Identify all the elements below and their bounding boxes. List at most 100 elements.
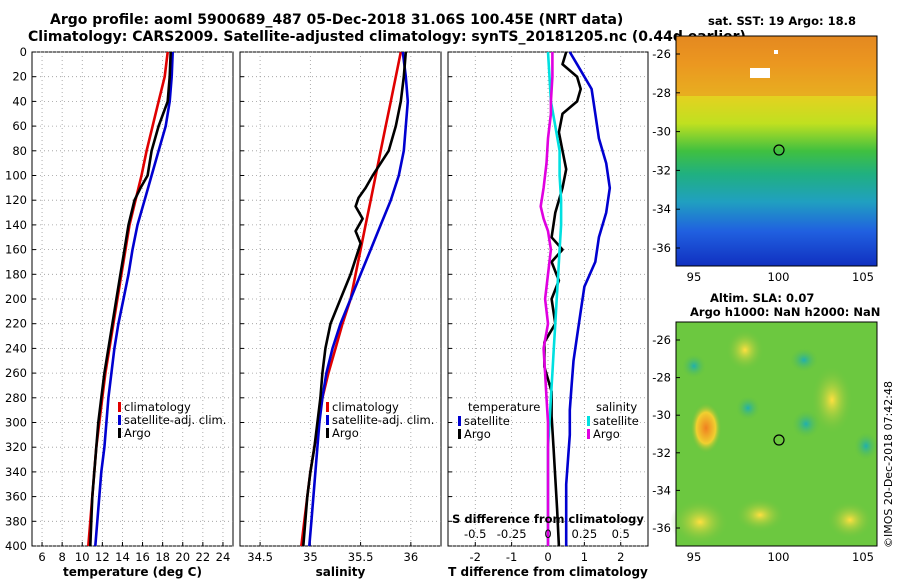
legend-swatch <box>458 416 461 426</box>
legend-entry: satellite-adj. clim. <box>124 413 226 427</box>
sla-blob <box>670 498 730 546</box>
y-tick-label: 400 <box>5 539 27 553</box>
y-tick-label: 20 <box>12 70 27 84</box>
legend-entry: satellite <box>593 414 639 428</box>
legend-title: temperature <box>468 400 540 414</box>
series-line-satellite-adj-clim- <box>308 51 410 547</box>
legend-entry: Argo <box>464 427 491 441</box>
x-tick-label: 2 <box>617 550 624 564</box>
map-y-tick-label: -30 <box>652 125 671 139</box>
map-x-tick-label: 105 <box>852 550 874 564</box>
x-tick-label: 35.5 <box>348 550 374 564</box>
y-tick-label: 240 <box>5 341 27 355</box>
x-axis-label: temperature (deg C) <box>63 565 202 579</box>
x-tick-label: 35 <box>303 550 318 564</box>
x-tick-label: 24 <box>216 550 231 564</box>
map-x-tick-label: 105 <box>852 270 874 284</box>
x-tick-label: 20 <box>175 550 190 564</box>
sla-map-subtitle: Argo h1000: NaN h2000: NaN <box>690 305 881 319</box>
y-tick-label: 120 <box>5 193 27 207</box>
map-y-tick-label: -26 <box>652 47 671 61</box>
series-line-salinity-argo <box>539 52 554 546</box>
temperature-panel: 6 8 10 12 14 16 18 20 22 240204060801001201401601… <box>5 45 234 579</box>
x-tick-label: -2 <box>470 550 481 564</box>
legend-entry: climatology <box>332 400 399 414</box>
legend-title: salinity <box>596 400 637 414</box>
legend-entry: Argo <box>593 427 620 441</box>
y-tick-label: 340 <box>5 465 27 479</box>
series-line-argo <box>89 51 172 547</box>
sla-map: 95 100 105 -26 -28 -30 -32 -34 -36 <box>652 321 878 564</box>
sla-blob <box>736 396 760 420</box>
x-tick-label: 12 <box>95 550 110 564</box>
legend-swatch <box>118 415 121 425</box>
series-line-satellite-adj-clim- <box>94 51 174 547</box>
x-tick-label: 34.5 <box>247 550 273 564</box>
map-y-tick-label: -26 <box>652 333 671 347</box>
legend-swatch <box>118 402 121 412</box>
y-tick-label: 200 <box>5 292 27 306</box>
x-tick-label: 8 <box>58 550 65 564</box>
legend-entry: Argo <box>332 426 359 440</box>
series-line-temperature-satellite <box>564 51 612 546</box>
climatology-title: Climatology: CARS2009. Satellite-adjuste… <box>28 29 746 45</box>
x2-axis-label: S difference from climatology <box>452 512 644 526</box>
sla-blob <box>790 348 818 372</box>
legend-entry: satellite-adj. clim. <box>332 413 434 427</box>
map-y-tick-label: -32 <box>652 163 671 177</box>
y-tick-label: 140 <box>5 218 27 232</box>
x-tick-label: 18 <box>155 550 170 564</box>
legend-swatch <box>587 429 590 439</box>
map-y-tick-label: -30 <box>652 408 671 422</box>
x2-tick-label: 0.5 <box>612 527 630 541</box>
x2-tick-label: 0 <box>544 527 551 541</box>
y-tick-label: 280 <box>5 391 27 405</box>
sst-map: 95 100 105 -26 -28 -30 -32 -34 -36 <box>652 35 878 284</box>
sst-cloud-gap <box>750 68 770 78</box>
series-line-temperature-argo <box>543 51 583 547</box>
x-tick-label: -1 <box>506 550 517 564</box>
y-tick-label: 300 <box>5 416 27 430</box>
sla-blob <box>734 497 786 533</box>
y-tick-label: 180 <box>5 267 27 281</box>
legend-swatch <box>326 428 329 438</box>
profile-title: Argo profile: aoml 5900689_487 05-Dec-20… <box>50 12 624 28</box>
sst-cloud-gap-small <box>774 50 778 54</box>
x-axis-label: salinity <box>316 565 366 579</box>
map-x-tick-label: 95 <box>687 550 702 564</box>
map-x-tick-label: 95 <box>687 270 702 284</box>
y-tick-label: 40 <box>12 94 27 108</box>
legend-swatch <box>326 402 329 412</box>
sst-warm-band <box>676 36 877 96</box>
map-x-tick-label: 100 <box>768 270 790 284</box>
sla-map-axes: 95 100 105 -26 -28 -30 -32 -34 -36 <box>652 333 874 564</box>
sst-map-axes: 95 100 105 -26 -28 -30 -32 -34 -36 <box>652 47 874 284</box>
y-tick-label: 160 <box>5 243 27 257</box>
legend-swatch <box>326 415 329 425</box>
sla-blob <box>682 354 706 378</box>
map-y-tick-label: -28 <box>652 86 671 100</box>
sla-blob <box>826 500 874 540</box>
y-tick-label: 100 <box>5 169 27 183</box>
legend-entry: Argo <box>124 426 151 440</box>
x-tick-label: 14 <box>115 550 130 564</box>
sla-blob <box>690 402 722 454</box>
y-tick-label: 220 <box>5 317 27 331</box>
x-tick-label: 22 <box>196 550 211 564</box>
map-y-tick-label: -36 <box>652 241 671 255</box>
sla-blob <box>792 410 820 438</box>
x-tick-label: 6 <box>38 550 45 564</box>
sst-map-title: sat. SST: 19 Argo: 18.8 <box>708 14 857 28</box>
x2-tick-label: -0.5 <box>464 527 486 541</box>
sst-map-frame <box>675 35 878 267</box>
sla-blob <box>854 432 878 460</box>
x2-tick-label: -0.25 <box>497 527 527 541</box>
legend-entry: satellite <box>464 414 510 428</box>
y-tick-label: 320 <box>5 440 27 454</box>
y-tick-label: 260 <box>5 366 27 380</box>
legend-swatch <box>458 429 461 439</box>
salinity-panel: 34.5 35 35.5 36 salinity climatologysatellite… <box>239 51 442 579</box>
x-tick-label: 16 <box>135 550 150 564</box>
legend-entry: climatology <box>124 400 191 414</box>
